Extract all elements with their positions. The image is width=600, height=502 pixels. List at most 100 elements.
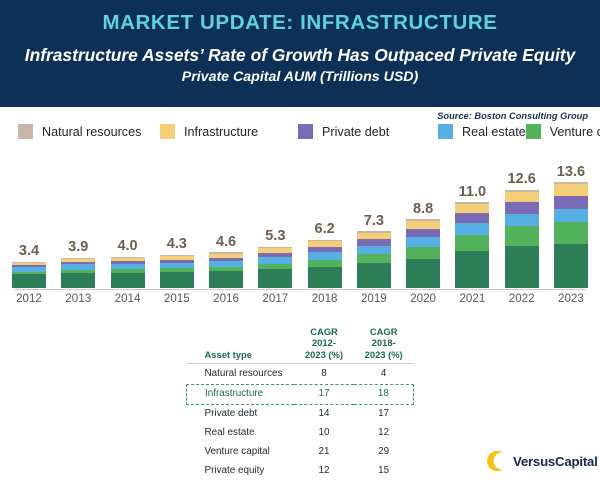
legend-label: Venture capital	[549, 124, 600, 139]
bar-segment-infrastructure	[455, 204, 490, 214]
bar-segment-natural-resources	[12, 261, 46, 263]
bar-segment-private-debt	[61, 261, 96, 265]
bar-segment-venture-capital	[61, 269, 96, 273]
bar-segment-real-estate	[553, 208, 588, 223]
stacked-bar	[110, 256, 145, 288]
bar-column-2022: 12.6	[503, 172, 541, 288]
cell-cagr-2018-2023: 15	[378, 465, 390, 477]
legend-item-natural-resources: Natural resources	[18, 124, 160, 139]
x-axis-line	[14, 289, 586, 290]
bar-segment-private-debt	[553, 196, 588, 209]
bar-segment-real-estate	[110, 264, 145, 270]
bar-segment-infrastructure	[504, 191, 539, 203]
bar-segment-infrastructure	[110, 258, 145, 262]
x-axis-tick-2012: 2012	[16, 292, 42, 305]
cell-cagr-2018-2023: 29	[378, 446, 390, 458]
bar-segment-infrastructure	[553, 183, 588, 197]
page-subhead: Private Capital AUM (Trillions USD)	[181, 68, 419, 85]
bar-column-2013: 3.9	[59, 240, 97, 288]
bar-segment-venture-capital	[356, 254, 391, 264]
stacked-bar	[406, 219, 441, 288]
bar-segment-natural-resources	[553, 182, 588, 184]
legend-swatch-venture-capital	[525, 124, 541, 139]
x-axis-tick-2019: 2019	[360, 292, 387, 305]
cell-asset-type: Private debt	[204, 407, 258, 419]
bar-segment-private-equity	[110, 272, 145, 288]
bar-segment-private-debt	[258, 252, 293, 258]
bar-column-2020: 8.8	[404, 202, 442, 288]
legend-item-infrastructure: Infrastructure	[160, 124, 298, 139]
bar-segment-infrastructure	[12, 262, 46, 265]
bar-segment-natural-resources	[110, 256, 145, 259]
bar-segment-real-estate	[258, 257, 293, 264]
bar-segment-venture-capital	[159, 268, 194, 273]
x-axis-tick-2016: 2016	[213, 292, 239, 305]
bar-segment-infrastructure	[356, 232, 391, 240]
bar-total-label: 3.4	[18, 243, 40, 260]
x-axis-tick-2013: 2013	[65, 292, 92, 305]
bar-column-2023: 13.6	[552, 165, 590, 288]
bar-total-label: 12.6	[507, 171, 536, 188]
bar-segment-real-estate	[504, 213, 539, 227]
x-axis-tick-2014: 2014	[114, 292, 141, 305]
legend-swatch-natural-resources	[18, 124, 33, 139]
cell-cagr-2012-2023: 10	[318, 427, 330, 439]
bar-column-2021: 11.0	[453, 185, 491, 288]
bar-segment-real-estate	[455, 223, 490, 235]
bar-segment-real-estate	[209, 261, 244, 267]
page-headline: Infrastructure Assets’ Rate of Growth Ha…	[24, 44, 576, 65]
cell-asset-type: Natural resources	[204, 367, 283, 379]
page-kicker: MARKET UPDATE: INFRASTRUCTURE	[102, 11, 498, 34]
bar-segment-natural-resources	[209, 252, 244, 254]
bar-total-label: 3.9	[68, 239, 89, 256]
col-header-cagr-2018-2023: CAGR 2018- 2023 (%)	[354, 326, 414, 363]
bar-total-label: 7.3	[363, 212, 384, 229]
bar-segment-real-estate	[61, 264, 96, 270]
bar-segment-natural-resources	[258, 246, 293, 249]
legend-swatch-private-debt	[298, 124, 313, 139]
bar-segment-real-estate	[159, 262, 194, 269]
bar-segment-natural-resources	[504, 189, 539, 192]
x-axis-tick-2020: 2020	[410, 292, 437, 305]
bar-segment-infrastructure	[307, 241, 342, 247]
legend-swatch-real-estate	[438, 124, 453, 139]
cell-asset-type: Real estate	[204, 427, 255, 439]
bar-segment-natural-resources	[455, 202, 490, 205]
stacked-bar	[61, 257, 96, 288]
table-row: Private debt 14 17	[187, 404, 414, 424]
bar-total-label: 5.3	[265, 228, 286, 245]
legend-item-private-debt: Private debt	[298, 124, 438, 139]
bar-segment-private-equity	[406, 258, 441, 288]
cell-asset-type: Private equity	[204, 465, 265, 477]
bar-column-2012: 3.4	[10, 244, 48, 288]
bar-segment-venture-capital	[12, 271, 46, 275]
table-row: Natural resources 8 4	[187, 364, 414, 384]
bar-segment-venture-capital	[307, 259, 342, 267]
bar-segment-venture-capital	[209, 266, 244, 272]
cell-cagr-2012-2023: 17	[294, 383, 354, 405]
cagr-table-body: Natural resources 8 4 Infrastructure 17 18 Pri…	[186, 364, 414, 481]
cell-cagr-2012-2023: 12	[318, 465, 330, 477]
bar-segment-private-debt	[455, 213, 490, 224]
cagr2-line2: 2018-	[371, 337, 396, 349]
cell-cagr-2012-2023: 21	[318, 446, 330, 458]
bar-segment-natural-resources	[61, 257, 96, 259]
bar-segment-infrastructure	[258, 248, 293, 253]
bar-segment-infrastructure	[61, 258, 96, 262]
bar-segment-private-equity	[61, 272, 96, 288]
bar-segment-infrastructure	[406, 221, 441, 230]
cell-cagr-2018-2023: 18	[353, 383, 414, 405]
bar-segment-private-equity	[307, 266, 342, 288]
bar-segment-venture-capital	[553, 222, 588, 244]
legend-label: Private debt	[322, 124, 390, 139]
legend-item-venture-capital: Venture capital	[525, 124, 600, 139]
bar-total-label: 4.6	[215, 233, 237, 250]
legend-label: Natural resources	[42, 124, 142, 139]
cagr-table: Asset type CAGR 2012- 2023 (%) CAGR 2018…	[186, 326, 414, 481]
source-attribution: Source: Boston Consulting Group	[437, 111, 588, 121]
bar-total-label: 8.8	[413, 200, 434, 217]
bar-segment-private-debt	[307, 246, 342, 253]
bar-total-label: 13.6	[556, 163, 586, 180]
stacked-bar	[258, 246, 293, 288]
versus-capital-arc-icon	[487, 450, 503, 472]
